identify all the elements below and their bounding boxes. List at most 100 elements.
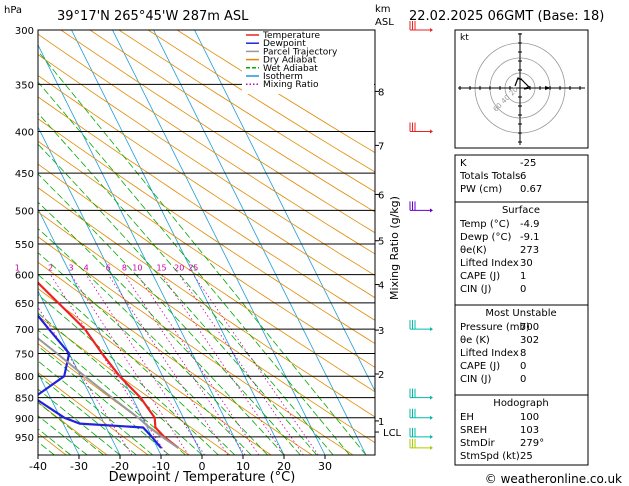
pressure-axis: 300 350 400 450 500 550 600 650 700 750 800 850 900 9… (15, 26, 34, 444)
pressure-tick-label: 350 (15, 80, 34, 91)
wind-barb-head (430, 28, 433, 32)
wind-barb-head (430, 445, 433, 450)
km-tick-label: 8 (378, 87, 384, 98)
hodograph-trace (514, 77, 532, 90)
dry-adiabat-line (38, 372, 149, 455)
table-row-label: CIN (J) (460, 284, 491, 295)
table-row-label: θe(K) (460, 245, 487, 256)
table-row-label: SREH (460, 425, 487, 436)
table-row-label: CAPE (J) (460, 361, 500, 372)
dry-adiabat-line (118, 30, 375, 193)
dry-adiabat-line (60, 30, 375, 234)
isotherm-line (38, 126, 203, 455)
table-row-label: K (460, 158, 467, 169)
hodograph-table-box (454, 394, 589, 466)
dry-adiabat-line (38, 187, 375, 418)
hodograph-frame (454, 29, 589, 149)
table-row-label: CIN (J) (460, 374, 491, 385)
table-row-value: 30 (520, 258, 533, 269)
dry-adiabat-line (147, 30, 375, 173)
mixing-ratio-line (178, 274, 304, 455)
dry-adiabat-line (38, 211, 375, 444)
dry-adiabat-line (38, 75, 375, 299)
km-tick-label: 4 (378, 281, 384, 292)
table-title: Most Unstable (485, 308, 556, 319)
x-tick-label: 10 (236, 460, 250, 473)
table-row-label: CAPE (J) (460, 271, 500, 282)
dry-adiabat-line (38, 54, 375, 277)
legend-label: Dry Adiabat (263, 56, 317, 66)
wind-barb-head (430, 208, 433, 213)
legend-box (242, 31, 374, 94)
mixing-ratio-line (124, 274, 246, 455)
table-row-label: Lifted Index (460, 348, 519, 359)
pressure-tick-label: 950 (15, 433, 34, 444)
mixing-ratio-label: 1 (15, 264, 20, 273)
table-title: Surface (502, 205, 540, 216)
series-temperature (38, 281, 179, 449)
mixing-ratio-label: 2 (48, 264, 53, 273)
isotherm-line (71, 30, 285, 455)
table-row-label: PW (cm) (460, 184, 502, 195)
mixing-ratio-label: 3 (69, 264, 74, 273)
dry-adiabat-line (38, 236, 354, 455)
table-row-value: 103 (520, 425, 539, 436)
km-tick-label: 7 (378, 141, 384, 152)
dry-adiabat-line (38, 140, 375, 368)
table-row-value: 0 (520, 374, 526, 385)
mixing-ratio-label: 10 (132, 264, 142, 273)
pressure-tick-label: 900 (15, 414, 34, 425)
km-tick-label: 6 (378, 190, 384, 201)
legend-label: Dewpoint (263, 39, 306, 49)
wind-barbs (409, 21, 433, 450)
x-axis-title: Dewpoint / Temperature (°C) (109, 470, 296, 485)
mixing-ratio-line (161, 274, 285, 455)
dry-adiabat-line (38, 315, 231, 455)
pressure-tick-label: 850 (15, 394, 34, 405)
mixing-ratio-line (137, 274, 260, 455)
table-row-label: StmSpd (kt) (460, 451, 520, 462)
profiles (38, 281, 179, 449)
dry-adiabat-line (176, 30, 375, 154)
table-row-value: 302 (520, 335, 539, 346)
pressure-tick-label: 500 (15, 206, 34, 217)
km-tick-label: 5 (378, 237, 384, 248)
mixing-ratio-axis-label: Mixing Ratio (g/kg) (388, 196, 401, 300)
legend-label: Parcel Trajectory (263, 47, 338, 57)
dry-adiabat-line (38, 118, 375, 345)
pressure-tick-label: 650 (15, 299, 34, 310)
isotherm-line (38, 208, 162, 455)
x-tick-label: 0 (199, 460, 206, 473)
x-tick-label: -30 (70, 460, 88, 473)
table-row-value: 0.67 (520, 184, 542, 195)
wind-barb-head (430, 327, 433, 332)
series-dewpoint (38, 314, 162, 449)
hodograph-ring-label: 40 (500, 93, 512, 105)
x-tick-label: 20 (277, 460, 291, 473)
dry-adiabat-line (89, 30, 375, 213)
table-row-label: θe (K) (460, 335, 490, 346)
table-row-label: StmDir (460, 438, 495, 449)
table-row-label: Temp (°C) (459, 219, 510, 230)
table-row-value: 273 (520, 245, 539, 256)
hpa-label: hPa (4, 5, 22, 16)
hodograph-ring-label: 60 (492, 101, 504, 113)
pressure-tick-label: 300 (15, 26, 34, 37)
dry-adiabat-line (38, 163, 375, 393)
pressure-tick-label: 450 (15, 169, 34, 180)
pressure-tick-label: 800 (15, 372, 34, 383)
table-row-value: -25 (520, 158, 536, 169)
wet-adiabat-line (38, 329, 186, 455)
temperature-axis: -40 -30 -20 -10 0 10 20 30 (29, 455, 332, 473)
pressure-tick-label: 600 (15, 271, 34, 282)
mixing-ratio-label: 6 (106, 264, 111, 273)
mixing-ratio-label: 15 (156, 264, 166, 273)
wet-adiabat-line (38, 252, 252, 455)
credit-text: © weatheronline.co.uk (485, 472, 622, 486)
km-tick-label: 1 (378, 417, 384, 428)
table-row-value: 0 (520, 361, 526, 372)
table-row-value: -4.9 (520, 219, 540, 230)
wind-barb-head (430, 395, 433, 400)
pressure-tick-label: 750 (15, 349, 34, 360)
